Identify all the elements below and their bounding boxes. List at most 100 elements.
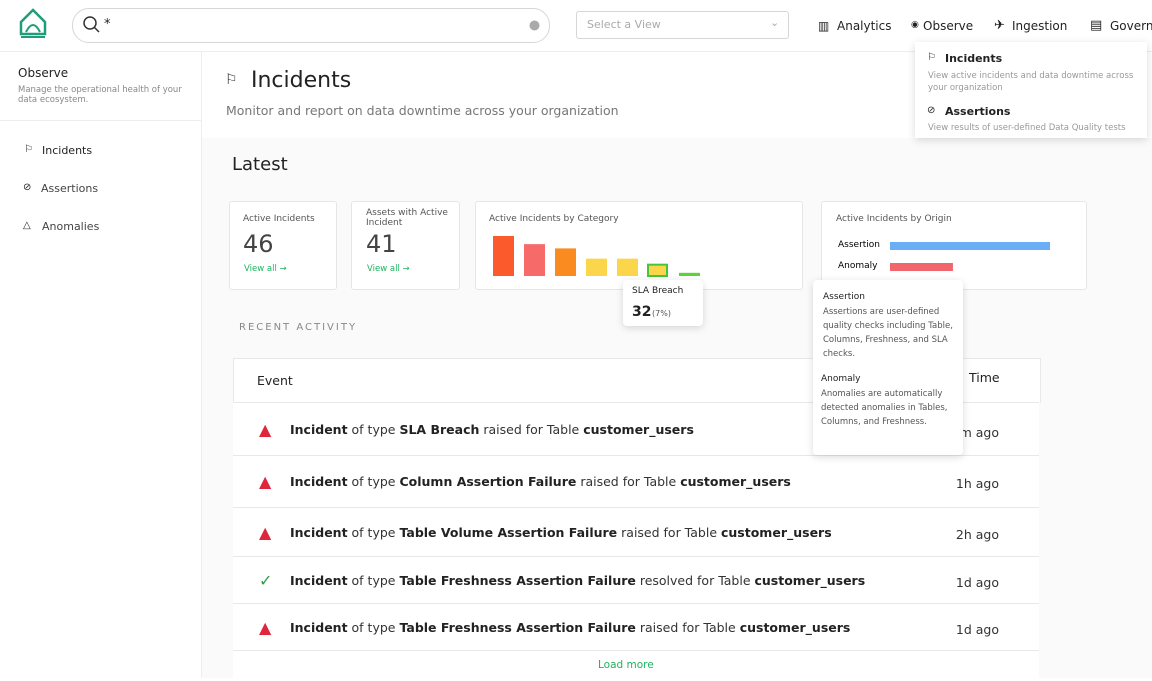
dropdown-title[interactable]: Incidents xyxy=(945,52,1003,65)
card-link[interactable]: View all → xyxy=(244,264,287,274)
event-type: Table Freshness Assertion Failure xyxy=(399,572,636,588)
event-lead: Incident xyxy=(290,421,348,437)
chart-title: Active Incidents by Category xyxy=(489,214,619,224)
event-table: customer_users xyxy=(721,524,832,540)
load-more-row: Load more xyxy=(233,650,1039,681)
event-verb: resolved for Table xyxy=(639,572,751,588)
event-mid: of type xyxy=(351,421,396,437)
nav-item[interactable]: Govern xyxy=(1110,19,1152,33)
nav-item[interactable]: Observe xyxy=(923,19,974,33)
card-value: 41 xyxy=(366,230,397,258)
bar xyxy=(524,244,545,276)
chevron: ⌄ xyxy=(770,16,780,29)
tooltip: SLA Breach 32 (7%) xyxy=(623,280,703,326)
bar xyxy=(493,236,514,276)
tooltip-title: Assertion xyxy=(823,292,866,302)
page-title: Incidents xyxy=(251,68,352,93)
icon: △ xyxy=(23,220,31,231)
page-subtitle: Monitor and report on data downtime acro… xyxy=(226,103,619,118)
event-mid: of type xyxy=(351,619,396,635)
icon: ⚐ xyxy=(24,144,33,155)
dropdown-desc: View active incidents and data downtime … xyxy=(928,71,1134,93)
card-label: Assets with Active Incident xyxy=(366,208,448,228)
view-select[interactable]: Select a View ⌄ xyxy=(576,11,789,39)
event-lead: Incident xyxy=(290,474,348,489)
event-table: customer_users xyxy=(583,421,694,437)
card-link[interactable]: View all → xyxy=(367,264,410,274)
card-label: Active Incidents xyxy=(243,214,315,224)
sidebar: Observe Manage the operational health of… xyxy=(0,52,202,678)
tooltip-share: (7%) xyxy=(652,309,671,318)
bar xyxy=(617,258,638,276)
chart-title: Active Incidents by Origin xyxy=(836,214,952,224)
bar-label: Anomaly xyxy=(838,261,878,271)
icon: ⚐ xyxy=(927,52,936,63)
nav-item[interactable]: Analytics xyxy=(837,19,892,33)
event-time: 2h ago xyxy=(955,526,999,542)
event-lead: Incident xyxy=(290,572,348,588)
tooltip-label: SLA Breach xyxy=(632,286,684,296)
clear-icon[interactable] xyxy=(529,20,540,31)
sidebar-item[interactable]: Assertions xyxy=(41,182,99,195)
header: * Select a View ⌄ ▥ Analytics ◉ Observe … xyxy=(0,0,1152,52)
event-lead: Incident xyxy=(290,619,348,635)
nav-icon: ◉ xyxy=(911,20,919,30)
divider xyxy=(0,120,201,121)
event-time: 1h ago xyxy=(955,476,999,491)
event-lead: Incident xyxy=(290,524,348,540)
bar xyxy=(679,272,700,276)
bar-label: Assertion xyxy=(838,240,880,250)
event-mid: of type xyxy=(351,474,396,489)
dropdown: ⚐ Incidents View active incidents and da… xyxy=(915,42,1147,138)
event-mid: of type xyxy=(351,572,396,588)
activity-row: ✓ Incident of type Table Freshness Assert… xyxy=(233,556,1039,604)
tooltip-text: Anomalies are automatically detected ano… xyxy=(821,389,948,427)
status-icon: ▲ xyxy=(259,472,272,491)
event-mid: of type xyxy=(351,524,396,540)
event-text: Incident of type Table Freshness Asserti… xyxy=(290,620,850,635)
event-type: Column Assertion Failure xyxy=(399,474,577,489)
card-value: 46 xyxy=(243,230,274,258)
event-time: 1d ago xyxy=(955,574,999,590)
bar xyxy=(555,248,576,276)
nav-icon: ✈ xyxy=(994,18,1005,33)
event-table: customer_users xyxy=(754,572,866,588)
sidebar-title: Observe xyxy=(18,66,69,80)
event-verb: raised for Table xyxy=(580,474,677,489)
event-verb: raised for Table xyxy=(483,421,580,437)
event-text: Incident of type Table Freshness Asserti… xyxy=(290,573,865,588)
event-type: SLA Breach xyxy=(399,421,480,437)
nav-icon: ▤ xyxy=(1090,18,1103,33)
event-type: Table Freshness Assertion Failure xyxy=(399,619,636,635)
origin-chart: Assertion Anomaly xyxy=(838,240,1050,271)
load-more[interactable]: Load more xyxy=(598,659,654,671)
category-chart xyxy=(493,236,700,277)
search-box[interactable]: * xyxy=(72,8,550,43)
event-verb: raised for Table xyxy=(639,619,736,635)
event-text: Incident of type Column Assertion Failur… xyxy=(290,474,791,489)
status-icon: ▲ xyxy=(259,522,272,542)
nav-item[interactable]: Ingestion xyxy=(1012,19,1068,33)
event-text: Incident of type SLA Breach raised for T… xyxy=(290,422,694,437)
status-icon: ▲ xyxy=(259,617,272,637)
event-time: 1d ago xyxy=(955,621,999,637)
column-header: Event xyxy=(257,373,293,388)
stat-card: Assets with Active Incident 41 View all … xyxy=(351,201,460,290)
view-placeholder: Select a View xyxy=(587,18,661,31)
dropdown-title[interactable]: Assertions xyxy=(945,105,1011,118)
bar xyxy=(890,263,953,271)
tooltip-text: Assertions are user-defined quality chec… xyxy=(823,307,953,359)
tooltip-value: 32 xyxy=(632,304,652,320)
chart-card: Active Incidents by Category xyxy=(475,201,803,290)
bar xyxy=(647,263,668,277)
section-heading: RECENT ACTIVITY xyxy=(239,322,358,333)
icon: ⊘ xyxy=(23,182,32,193)
chart-card: Active Incidents by Origin Assertion Anom… xyxy=(821,201,1087,290)
sidebar-item[interactable]: Incidents xyxy=(42,144,93,157)
nav-icon: ▥ xyxy=(818,19,830,33)
activity-row: ▲ Incident of type Column Assertion Failu… xyxy=(233,455,1039,508)
sidebar-item[interactable]: Anomalies xyxy=(42,220,100,233)
dropdown-desc: View results of user-defined Data Qualit… xyxy=(928,123,1126,133)
bar xyxy=(890,242,1050,250)
section-title: Latest xyxy=(232,154,288,175)
